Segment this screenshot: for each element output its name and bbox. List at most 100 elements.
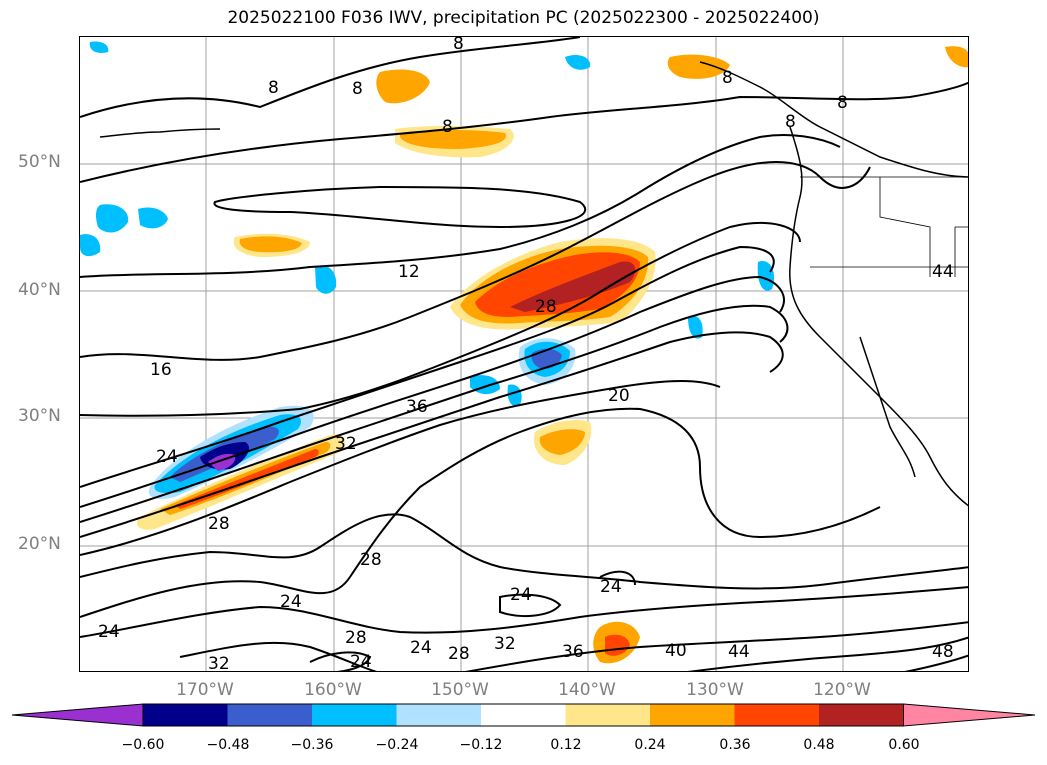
colorbar [11,703,1036,727]
contour-label: 24 [350,652,372,672]
precip-region [80,234,101,257]
contour-label: 32 [208,654,230,672]
colorbar-segments [11,703,1036,727]
contour-label: 12 [398,262,420,282]
precip-region [138,207,168,229]
iwv-contour [80,331,784,538]
aleutian-islands [99,128,221,138]
precip-region [757,261,775,291]
iwv-contour [465,621,968,671]
colorbar-segment [143,704,228,726]
colorbar-extend-low [11,703,144,727]
iwv-contour [80,407,881,618]
contour-label: 24 [600,577,622,597]
precip-region [475,252,640,317]
contour-label: 8 [352,79,363,99]
iwv-contour [213,185,587,229]
iwv-contour [80,81,968,183]
contour-labels: 8 8 8 8 8 8 8 12 16 20 24 24 24 24 24 24… [98,37,954,672]
map-title: 2025022100 F036 IWV, precipitation PC (2… [227,8,820,28]
iwv-contour [80,37,581,118]
contour-label: 8 [442,117,453,137]
lon-label-130w: 130°W [686,680,744,700]
precip-region [510,261,636,312]
contour-label: 8 [453,37,464,54]
iwv-contour [80,161,871,361]
iwv-contour [80,304,789,523]
contour-label: 44 [728,642,750,662]
iwv-contours [80,37,968,671]
iwv-contour [179,641,378,671]
iwv-contour [499,593,562,617]
colorbar-outline [142,703,904,727]
colorbar-tick: −0.60 [121,737,165,753]
contour-label: 24 [510,585,532,605]
lat-label-20n: 20°N [18,534,61,554]
coastlines [99,61,968,507]
colorbar-tick: 0.60 [888,737,920,753]
contour-label: 20 [608,386,630,406]
precip-region [315,265,337,294]
contour-label: 32 [494,634,516,654]
contour-label: 24 [410,638,432,658]
colorbar-segment [819,704,904,726]
iwv-contour [80,134,841,278]
precip-region [565,55,591,70]
precip-region [539,429,585,455]
iwv-contour [309,651,372,671]
contour-label: 32 [335,434,357,454]
iwv-contour [80,380,721,556]
map-canvas: 8 8 8 8 8 8 8 12 16 20 24 24 24 24 24 24… [80,37,968,672]
contour-label: 8 [837,93,848,113]
precip-region [95,204,129,233]
lon-label-140w: 140°W [558,680,616,700]
colorbar-tick: −0.24 [375,737,419,753]
baja-peninsula [859,336,916,478]
colorbar-tick: −0.36 [290,737,334,753]
contour-label: 40 [665,641,687,661]
contour-label: 28 [360,550,382,570]
colorbar-segment [227,704,313,726]
contour-label: 16 [150,360,172,380]
colorbar-segment [650,704,735,726]
colorbar-tick: −0.12 [459,737,503,753]
contour-label: 28 [208,514,230,534]
precip-region [89,41,109,53]
map-panel: 8 8 8 8 8 8 8 12 16 20 24 24 24 24 24 24… [79,36,969,672]
contour-label: 8 [785,112,796,132]
iwv-contour [904,654,968,671]
lon-label-170w: 170°W [176,680,234,700]
west-coast [789,126,968,507]
lon-label-150w: 150°W [431,680,489,700]
colorbar-tick: 0.36 [719,737,751,753]
lat-label-40n: 40°N [18,280,61,300]
colorbar-tick: 0.12 [550,737,582,753]
state-border [954,226,968,277]
contour-label: 8 [722,68,733,88]
contour-label: 36 [406,397,428,417]
contour-label: 28 [448,644,470,664]
colorbar-tick: 0.24 [634,737,666,753]
contour-label: 8 [268,78,279,98]
colorbar-segment [481,704,566,726]
contour-label: 36 [562,642,584,662]
borders [800,176,968,277]
iwv-contour [80,513,968,590]
colorbar-segment [734,704,820,726]
precip-region [239,236,302,253]
iwv-contour [599,570,636,586]
precip-region [667,54,730,79]
precip-region [507,384,522,407]
colorbar-extend-high [903,703,1036,727]
state-border [879,177,931,277]
colorbar-segment [312,704,397,726]
iwv-contour [80,586,968,638]
precip-region [376,69,430,104]
precip-region [945,46,968,68]
contour-label: 24 [156,447,178,467]
iwv-contour [80,245,775,488]
lon-label-120w: 120°W [813,680,871,700]
iwv-contour [687,636,968,671]
colorbar-tick: −0.48 [206,737,250,753]
contour-label: 28 [535,297,557,317]
